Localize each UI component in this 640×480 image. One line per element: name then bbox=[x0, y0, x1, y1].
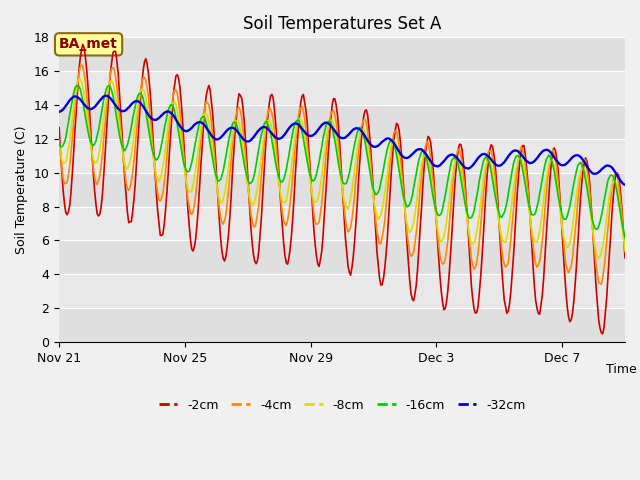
Line: -4cm: -4cm bbox=[59, 65, 625, 284]
-8cm bbox=[504, 228, 512, 233]
Bar bbox=[59, 274, 625, 308]
Bar bbox=[59, 105, 625, 139]
-8cm bbox=[449, 170, 457, 176]
Line: -16cm: -16cm bbox=[59, 85, 625, 238]
-32cm bbox=[99, 95, 106, 100]
-8cm bbox=[385, 159, 392, 165]
-16cm bbox=[504, 192, 512, 198]
-32cm bbox=[504, 154, 512, 159]
-8cm bbox=[100, 115, 108, 121]
Line: -8cm: -8cm bbox=[59, 79, 625, 259]
-32cm bbox=[575, 153, 583, 159]
-2cm bbox=[385, 213, 392, 218]
Bar bbox=[59, 240, 625, 274]
-16cm bbox=[385, 141, 392, 147]
Bar bbox=[59, 206, 625, 240]
-16cm bbox=[621, 235, 629, 240]
-32cm bbox=[102, 93, 110, 99]
-8cm bbox=[75, 76, 83, 82]
-4cm bbox=[100, 136, 108, 142]
-32cm bbox=[493, 162, 500, 168]
-8cm bbox=[55, 141, 63, 146]
Bar bbox=[59, 139, 625, 173]
-16cm bbox=[74, 83, 81, 88]
-8cm bbox=[575, 175, 583, 181]
Bar bbox=[59, 308, 625, 342]
-2cm bbox=[493, 177, 500, 183]
-4cm bbox=[77, 62, 85, 68]
Text: BA_met: BA_met bbox=[59, 37, 118, 51]
X-axis label: Time: Time bbox=[605, 363, 636, 376]
Legend: -2cm, -4cm, -8cm, -16cm, -32cm: -2cm, -4cm, -8cm, -16cm, -32cm bbox=[154, 394, 531, 417]
Line: -2cm: -2cm bbox=[59, 44, 625, 334]
-2cm bbox=[504, 309, 512, 314]
Title: Soil Temperatures Set A: Soil Temperatures Set A bbox=[243, 15, 441, 33]
-2cm bbox=[100, 172, 108, 178]
-2cm bbox=[599, 331, 607, 337]
-32cm bbox=[449, 152, 457, 157]
-2cm bbox=[621, 255, 629, 261]
-8cm bbox=[493, 198, 500, 204]
-4cm bbox=[449, 178, 457, 183]
Bar bbox=[59, 173, 625, 206]
-8cm bbox=[595, 256, 603, 262]
Bar bbox=[59, 71, 625, 105]
-4cm bbox=[575, 185, 583, 191]
-32cm bbox=[55, 109, 63, 115]
-4cm bbox=[504, 261, 512, 266]
-32cm bbox=[385, 136, 392, 142]
-2cm bbox=[79, 41, 86, 47]
-4cm bbox=[621, 249, 629, 255]
-2cm bbox=[449, 211, 457, 216]
-16cm bbox=[55, 141, 63, 146]
-32cm bbox=[621, 182, 629, 188]
Y-axis label: Soil Temperature (C): Soil Temperature (C) bbox=[15, 125, 28, 254]
-4cm bbox=[598, 281, 605, 287]
Line: -32cm: -32cm bbox=[59, 96, 625, 185]
-4cm bbox=[385, 175, 392, 180]
-2cm bbox=[55, 125, 63, 131]
-16cm bbox=[575, 161, 583, 167]
-16cm bbox=[100, 96, 108, 102]
-4cm bbox=[493, 189, 500, 195]
Bar bbox=[59, 37, 625, 71]
-16cm bbox=[493, 199, 500, 204]
-16cm bbox=[449, 156, 457, 162]
-4cm bbox=[55, 137, 63, 143]
-8cm bbox=[621, 247, 629, 253]
-2cm bbox=[575, 220, 583, 226]
